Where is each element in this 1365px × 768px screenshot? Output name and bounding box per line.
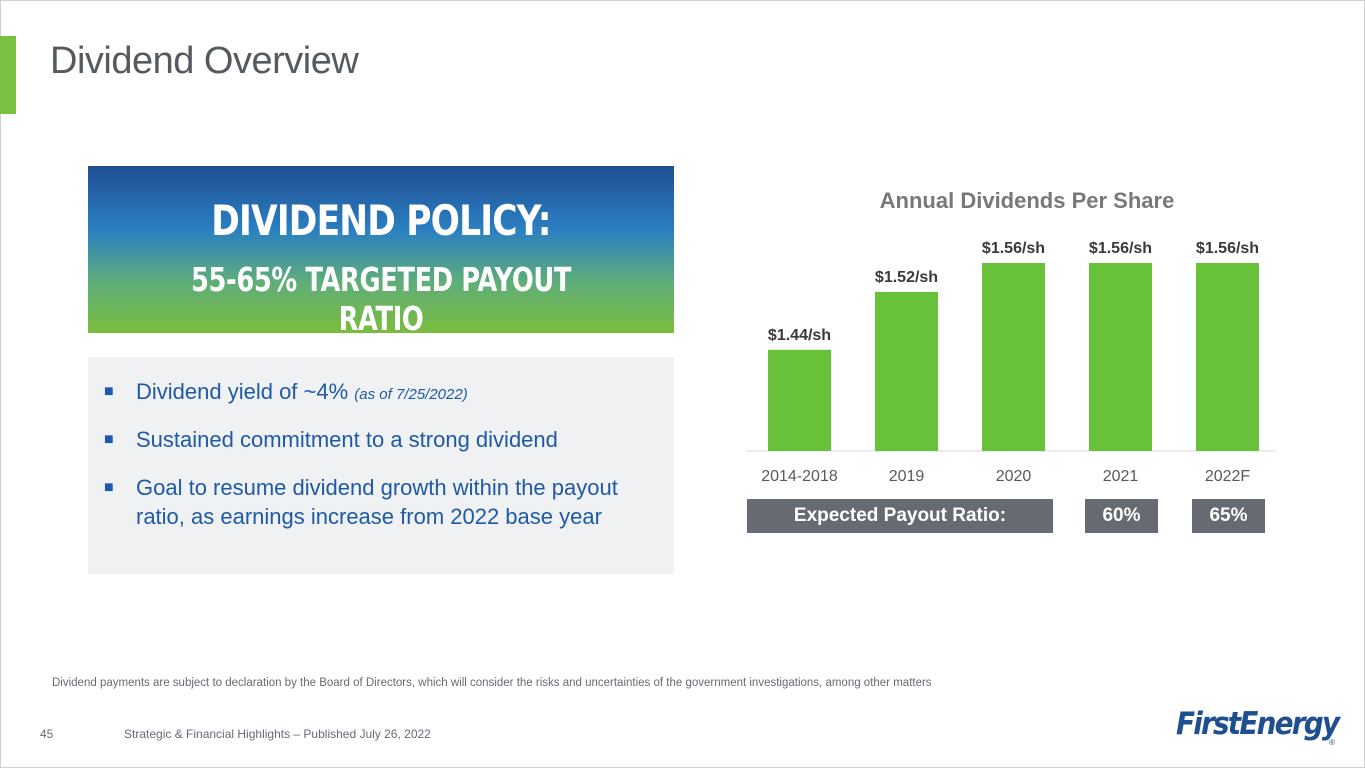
bullet-commitment: ■ Sustained commitment to a strong divid… — [104, 425, 636, 454]
bullet-square-icon: ■ — [104, 479, 114, 496]
data-label-2020: $1.56/sh — [982, 240, 1045, 257]
title-accent-bar — [0, 36, 16, 114]
page-number: 45 — [40, 727, 54, 741]
bar-2014-2018 — [768, 349, 831, 451]
data-label-2022F: $1.56/sh — [1196, 240, 1259, 257]
payout-ratio-label: Expected Payout Ratio: — [747, 499, 1053, 533]
data-label-2021: $1.56/sh — [1089, 240, 1152, 257]
policy-subtitle: 55-65% TARGETED PAYOUT RATIO — [190, 260, 572, 338]
bullet-dividend-yield: ■ Dividend yield of ~4% (as of 7/25/2022… — [104, 377, 636, 409]
x-tick-label-2022F: 2022F — [1205, 468, 1251, 485]
payout-ratio-2022f: 65% — [1192, 499, 1265, 533]
firstenergy-logo: FirstEnergy ® — [1176, 706, 1340, 754]
dividend-policy-banner: DIVIDEND POLICY: 55-65% TARGETED PAYOUT … — [88, 166, 674, 338]
bullet-square-icon: ■ — [104, 431, 114, 448]
bar-2020 — [982, 263, 1045, 451]
x-tick-label-2014-2018: 2014-2018 — [761, 468, 838, 485]
dividends-bar-chart: $1.44/sh 2014-2018 $1.52/sh 2019 $1.56/sh 202… — [746, 240, 1276, 485]
bar-2022F — [1196, 263, 1259, 451]
data-label-2019: $1.52/sh — [875, 269, 938, 286]
footer-text: Strategic & Financial Highlights – Publi… — [124, 727, 431, 741]
x-tick-label-2021: 2021 — [1103, 468, 1139, 485]
logo-registered-mark: ® — [1329, 738, 1335, 747]
x-tick-label-2019: 2019 — [889, 468, 925, 485]
disclaimer: Dividend payments are subject to declara… — [52, 677, 932, 689]
bullet-note: (as of 7/25/2022) — [354, 386, 468, 403]
chart-title: Annual Dividends Per Share — [879, 188, 1175, 213]
bar-2021 — [1089, 263, 1152, 451]
policy-title: DIVIDEND POLICY: — [211, 196, 551, 245]
bullet-text: Sustained commitment to a strong dividen… — [136, 427, 558, 452]
payout-ratio-2021: 60% — [1085, 499, 1158, 533]
page-title: Dividend Overview — [50, 40, 359, 82]
bullet-square-icon: ■ — [104, 383, 114, 400]
bullet-text: Goal to resume dividend growth within th… — [136, 475, 618, 529]
bullet-growth-goal: ■ Goal to resume dividend growth within … — [104, 473, 636, 531]
bullets-box: ■ Dividend yield of ~4% (as of 7/25/2022… — [88, 357, 674, 574]
x-tick-label-2020: 2020 — [996, 468, 1032, 485]
bar-2019 — [875, 291, 938, 451]
logo-wordmark: FirstEnergy — [1176, 706, 1340, 742]
bullet-text: Dividend yield of ~4% — [136, 379, 355, 404]
data-label-2014-2018: $1.44/sh — [768, 327, 831, 344]
